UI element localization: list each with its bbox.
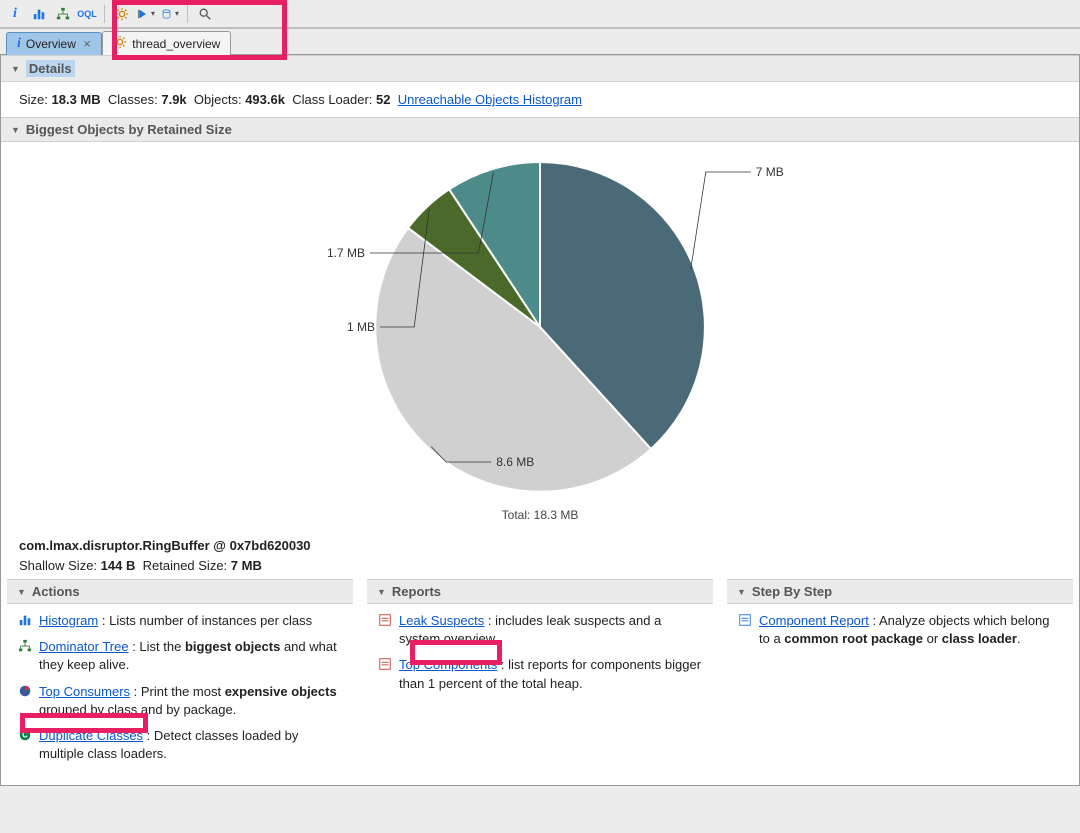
pie-chart-svg: 7 MB 8.6 MB 1 MB 1.7 MB	[230, 152, 850, 502]
selected-object: com.lmax.disruptor.RingBuffer @ 0x7bd620…	[1, 530, 1079, 579]
histogram-icon	[17, 612, 33, 630]
object-name: com.lmax.disruptor.RingBuffer @ 0x7bd620…	[19, 536, 1061, 556]
component-report-link[interactable]: Component Report	[759, 613, 869, 628]
panel-item: Leak Suspects : includes leak suspects a…	[377, 612, 703, 648]
actions-panel: ▼ Actions Histogram : Lists number of in…	[7, 579, 353, 775]
histogram-link[interactable]: Histogram	[39, 613, 98, 628]
pie-chart: 7 MB 8.6 MB 1 MB 1.7 MB Total: 18.3 MB	[1, 142, 1079, 530]
panel-item: Component Report : Analyze objects which…	[737, 612, 1063, 648]
stepbystep-panel: ▼ Step By Step Component Report : Analyz…	[727, 579, 1073, 775]
dominator-tree-icon[interactable]	[54, 5, 72, 23]
component-report-icon	[737, 612, 753, 648]
panel-item: Top Components : list reports for compon…	[377, 656, 703, 692]
top-components-icon	[377, 656, 393, 692]
object-sizes: Shallow Size: 144 B Retained Size: 7 MB	[19, 556, 1061, 576]
threads-icon[interactable]	[137, 5, 155, 23]
oql-icon[interactable]: OQL	[78, 5, 96, 23]
toolbar: i OQL	[0, 0, 1080, 28]
pie-label-0: 7 MB	[756, 165, 784, 179]
pie-label-2: 1 MB	[347, 320, 375, 334]
top-components-link[interactable]: Top Components	[399, 657, 497, 672]
svg-text:C: C	[22, 731, 28, 740]
leak-suspects-icon	[377, 612, 393, 648]
duplicate-classes-link[interactable]: Duplicate Classes	[39, 728, 143, 743]
details-title: Details	[26, 60, 75, 77]
tabs: i Overview ⨯ thread_overview	[0, 28, 1080, 54]
gear-icon	[113, 35, 127, 52]
bottom-panels: ▼ Actions Histogram : Lists number of in…	[1, 579, 1079, 775]
info-icon[interactable]: i	[6, 5, 24, 23]
main-content: ▼ Details Size: 18.3 MB Classes: 7.9k Ob…	[0, 54, 1080, 786]
details-summary: Size: 18.3 MB Classes: 7.9k Objects: 493…	[1, 82, 1079, 117]
actions-header[interactable]: ▼ Actions	[7, 579, 353, 604]
biggest-title: Biggest Objects by Retained Size	[26, 122, 232, 137]
info-icon: i	[17, 36, 21, 52]
collapse-icon: ▼	[11, 125, 20, 135]
pie-label-3: 1.7 MB	[327, 246, 365, 260]
pie-label-1: 8.6 MB	[496, 455, 534, 469]
details-header[interactable]: ▼ Details	[1, 55, 1079, 82]
dominator-tree-link[interactable]: Dominator Tree	[39, 639, 129, 654]
run-gc-icon[interactable]	[113, 5, 131, 23]
query-browser-icon[interactable]	[161, 5, 179, 23]
biggest-header[interactable]: ▼ Biggest Objects by Retained Size	[1, 117, 1079, 142]
tab-label: thread_overview	[132, 37, 220, 51]
tab-label: Overview	[26, 37, 76, 51]
panel-item: Top Consumers : Print the most expensive…	[17, 683, 343, 719]
find-icon[interactable]	[196, 5, 214, 23]
reports-header[interactable]: ▼ Reports	[367, 579, 713, 604]
dominator-tree-icon	[17, 638, 33, 674]
panel-item: Histogram : Lists number of instances pe…	[17, 612, 343, 630]
panel-item: Dominator Tree : List the biggest object…	[17, 638, 343, 674]
tab-overview[interactable]: i Overview ⨯	[6, 32, 102, 55]
unreachable-histogram-link[interactable]: Unreachable Objects Histogram	[398, 92, 582, 107]
reports-panel: ▼ Reports Leak Suspects : includes leak …	[367, 579, 713, 775]
leak-suspects-link[interactable]: Leak Suspects	[399, 613, 484, 628]
duplicate-classes-icon: C	[17, 727, 33, 763]
panel-item: CDuplicate Classes : Detect classes load…	[17, 727, 343, 763]
histogram-icon[interactable]	[30, 5, 48, 23]
tab-thread-overview[interactable]: thread_overview	[102, 31, 231, 55]
tab-close-icon[interactable]: ⨯	[83, 39, 91, 50]
pie-total: Total: 18.3 MB	[502, 508, 579, 522]
collapse-icon: ▼	[11, 64, 20, 74]
top-consumers-link[interactable]: Top Consumers	[39, 684, 130, 699]
stepbystep-header[interactable]: ▼ Step By Step	[727, 579, 1073, 604]
top-consumers-icon	[17, 683, 33, 719]
